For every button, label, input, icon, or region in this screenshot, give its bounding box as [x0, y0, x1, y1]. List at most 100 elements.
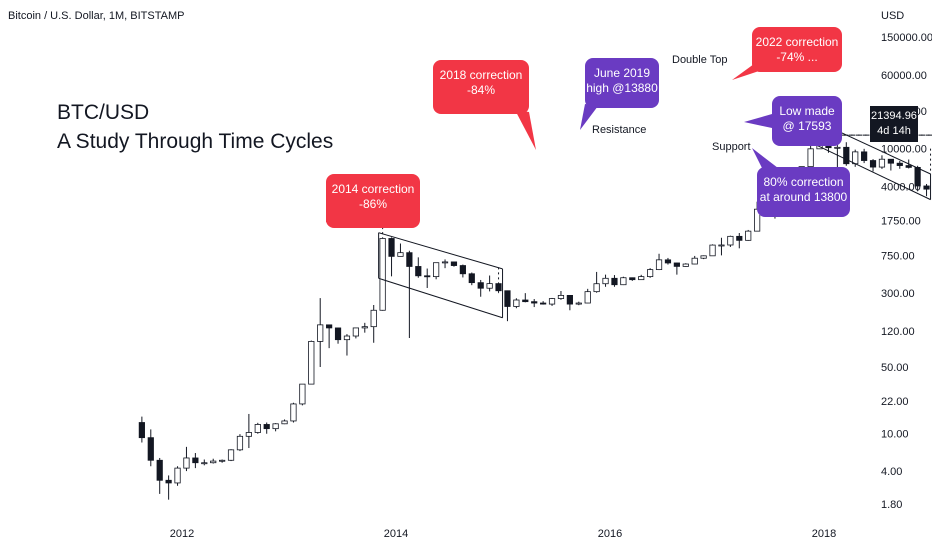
candle-body — [843, 146, 850, 165]
candle-body — [914, 166, 921, 187]
candle-body — [406, 252, 413, 267]
candle-body — [308, 341, 315, 385]
y-tick-label: 120.00 — [881, 326, 915, 338]
callout-2018-correction: 2018 correction -84% — [433, 60, 529, 114]
candle-body — [887, 158, 894, 164]
candle-body — [664, 259, 672, 264]
callout-2014-line2: -86% — [358, 197, 387, 211]
candle-body — [504, 290, 511, 307]
candle-body — [174, 467, 181, 484]
last-price: 21394.96 — [871, 110, 917, 122]
bar-countdown: 4d 14h — [877, 125, 911, 137]
callout-2022-correction: 2022 correction -74% ... — [752, 27, 842, 72]
candle-body — [700, 255, 707, 259]
candle-body — [522, 299, 529, 303]
candle-body — [245, 432, 252, 437]
candle-body — [156, 459, 163, 481]
candle-body — [281, 420, 288, 425]
candle-body — [254, 424, 261, 433]
candle-body — [299, 383, 306, 405]
label-double-top: Double Top — [672, 54, 727, 66]
candle-body — [896, 162, 903, 166]
channel-2018-lower — [815, 144, 931, 201]
y-tick-label: 150000.00 — [881, 32, 932, 44]
x-tick-label: 2016 — [598, 528, 622, 540]
candle-body — [379, 238, 386, 311]
candle-body — [326, 324, 333, 329]
callout-2014-line1: 2014 correction — [331, 182, 415, 196]
callout-80-line2: at around 13800 — [759, 190, 848, 204]
callout-2019-pointer — [580, 104, 598, 130]
candle-body — [361, 326, 368, 329]
candle-body — [513, 299, 520, 307]
headline-line-1: BTC/USD — [57, 101, 150, 124]
y-tick-label: 60000.00 — [881, 70, 927, 82]
candle-body — [869, 160, 877, 168]
x-axis-labels: 2012201420162018202020222024 — [170, 528, 836, 540]
symbol-header: Bitcoin / U.S. Dollar, 1M, BITSTAMP — [8, 10, 185, 22]
callout-2019-line2: high @13880 — [586, 81, 658, 95]
last-price-tag: 21394.96 4d 14h — [870, 106, 918, 142]
candle-body — [236, 435, 244, 451]
candle-body — [227, 449, 235, 461]
x-tick-label: 2018 — [812, 528, 836, 540]
candle-body — [370, 309, 377, 328]
y-axis-unit: USD — [881, 10, 904, 22]
callout-80-correction: 80% correction at around 13800 — [757, 167, 850, 217]
candle-body — [852, 151, 859, 165]
candle-body — [548, 298, 556, 305]
callout-2018-line2: -84% — [466, 83, 495, 97]
candle-body — [219, 459, 226, 462]
candle-body — [727, 235, 734, 246]
y-tick-label: 22.00 — [881, 396, 909, 408]
callout-june-2019-high: June 2019 high @13880 — [585, 58, 659, 108]
label-support: Support — [712, 141, 751, 153]
candle-body — [290, 403, 297, 422]
candle-body — [593, 283, 600, 293]
candle-body — [620, 277, 627, 286]
candles — [138, 120, 930, 500]
candle-body — [647, 269, 654, 278]
candle-body — [682, 263, 689, 267]
candle-body — [807, 148, 814, 168]
candle-body — [352, 327, 359, 337]
y-tick-label: 50.00 — [881, 362, 909, 374]
label-resistance: Resistance — [592, 124, 646, 136]
candle-body — [638, 276, 645, 281]
candle-body — [736, 235, 743, 241]
callout-2018-line1: 2018 correction — [439, 68, 523, 82]
callout-low-pointer — [744, 114, 772, 128]
candle-body — [718, 244, 725, 247]
callout-2022-line2: -74% ... — [776, 50, 818, 64]
candle-body — [201, 462, 208, 465]
candle-body — [459, 265, 466, 275]
y-tick-label: 1.80 — [881, 499, 902, 511]
candle-body — [468, 273, 475, 284]
candle-body — [923, 185, 930, 190]
candle-body — [575, 302, 582, 305]
candle-body — [655, 259, 663, 271]
y-tick-label: 4.00 — [881, 466, 902, 478]
channel-2014-upper — [378, 232, 503, 270]
candle-body — [138, 422, 145, 439]
candle-body — [673, 262, 680, 267]
candle-body — [183, 457, 190, 469]
candle-body — [602, 277, 609, 285]
callout-2019-line1: June 2019 — [593, 66, 651, 80]
candle-body — [210, 460, 217, 464]
candle-body — [343, 335, 351, 341]
candle-body — [495, 283, 502, 292]
candle-body — [557, 294, 565, 299]
candle-body — [441, 261, 449, 264]
candle-body — [165, 479, 172, 484]
candle-body — [861, 151, 868, 161]
candle-body — [192, 457, 199, 464]
y-tick-label: 300.00 — [881, 288, 915, 300]
candle-body — [611, 277, 618, 286]
channel-2014-lower — [378, 277, 503, 319]
candle-body — [415, 266, 422, 277]
candle-body — [834, 146, 841, 149]
candle-body — [745, 230, 752, 241]
candle-body — [424, 275, 431, 278]
x-tick-label: 2012 — [170, 528, 194, 540]
